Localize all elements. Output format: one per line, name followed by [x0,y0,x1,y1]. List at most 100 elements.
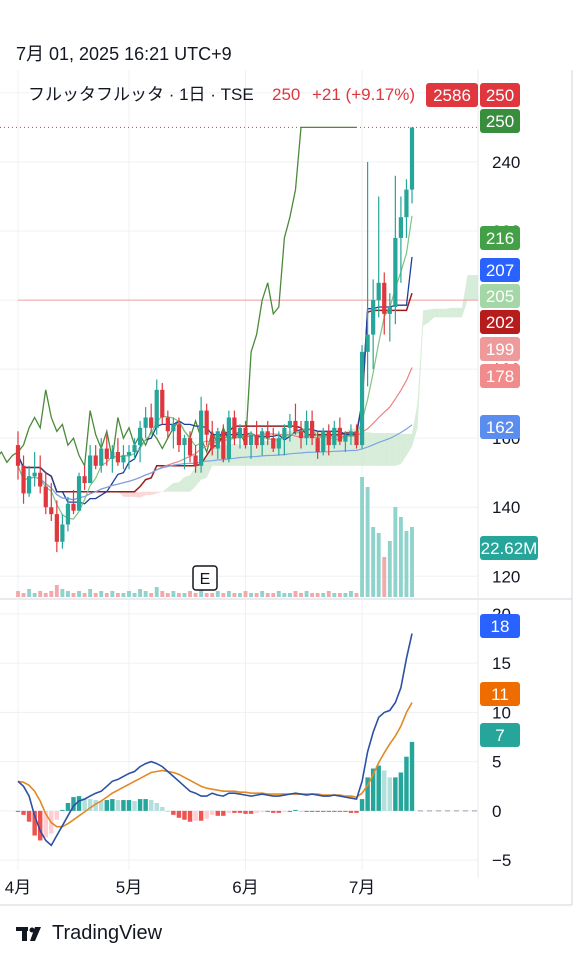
chikou-span-line [0,126,357,468]
macd-histogram-bar [232,810,237,813]
cloud-segment [151,491,157,496]
cloud-segment [117,491,124,497]
candle-body [76,476,82,511]
macd-histogram-bar [137,799,143,811]
macd-histogram-bar [165,810,171,812]
macd-histogram-bar [332,810,337,812]
cloud-segment [123,491,129,497]
candle-body [326,431,331,446]
volume-bar [193,593,198,597]
volume-bar [143,591,148,597]
price-label-box [480,310,520,334]
cloud-segment [73,455,80,468]
macd-label-text: 7 [495,726,504,745]
price-label-text: 202 [486,313,514,332]
x-tick-label: 5月 [116,878,142,897]
macd-histogram-bar [126,800,132,811]
macd-label-box [480,723,520,747]
candle-body [104,448,109,459]
candle-body [404,189,409,218]
macd-histogram-bar [193,810,198,821]
volume-bar [232,593,237,597]
candle-body [248,434,254,446]
candle-body [293,420,298,432]
macd-histogram-bar [382,770,387,811]
cloud-segment [206,445,213,478]
macd-histogram-bar [132,801,137,811]
ichimoku-cloud [18,275,478,498]
cloud-segment [140,491,146,498]
volume-bar [110,591,115,597]
candle-body [110,451,115,459]
tradingview-logo-icon [16,926,41,941]
volume-bar [165,593,170,597]
macd-tick-label: 0 [492,802,501,821]
candle-body [371,300,376,335]
macd-tick-label: 5 [492,753,501,772]
cloud-segment [467,275,478,301]
volume-bar [199,589,204,597]
macd-histogram-bar [354,810,359,813]
volume-bar [315,593,320,597]
volume-bar [354,593,359,597]
candle-body [88,455,93,484]
volume-bar [304,591,309,597]
cloud-segment [389,432,396,466]
volume-bar [154,587,159,597]
price-label-text: 216 [486,229,514,248]
y-tick-label: 240 [492,153,520,172]
cloud-segment [306,429,313,466]
price-label-0: 250 [480,83,520,107]
signal-line [17,702,413,828]
macd-histogram-bar [26,810,32,822]
macd-histogram-bar [337,810,343,812]
macd-histogram-bar [320,810,326,812]
cloud-segment [128,491,135,497]
volume-bar [382,557,387,597]
cloud-segment [456,307,462,318]
candlestick-series: E [15,127,415,591]
price-label-text: 250 [486,112,514,131]
candle-body [254,434,259,446]
macd-histogram-bar [104,800,110,811]
candle-body [260,431,265,446]
cloud-segment [412,402,418,447]
macd-histogram-bar [254,810,259,813]
volume-bar [71,593,76,597]
cloud-segment [417,310,424,428]
macd-histogram-bar [210,810,215,815]
macd-histogram-bar [154,803,159,811]
volume-bar [215,591,220,597]
cloud-segment [145,491,152,496]
cloud-segment [251,445,257,466]
candle-body [132,445,137,452]
macd-histogram-bar [198,810,204,821]
symbol-badge: 2586 [433,86,471,105]
candle-body [321,431,326,452]
cloud-segment [406,433,412,456]
price-label-box [480,337,520,361]
volume-bar [365,487,370,597]
candle-body [137,427,143,446]
tradingview-brand: TradingView [16,922,162,945]
volume-bar [282,593,287,597]
volume-bar [38,591,43,597]
macd-histogram-bar [271,810,276,813]
macd-histogram-bar [248,810,254,814]
y-tick-label: 140 [492,498,520,517]
volume-bar [49,591,54,597]
grid-lines [0,70,573,906]
cloud-segment [400,433,407,465]
volume-bar [138,589,143,597]
cloud-segment [367,432,374,466]
macd-histogram-bar [187,810,193,822]
volume-bar [32,593,37,597]
macd-histogram-bar [365,777,370,811]
price-label-text: 162 [486,418,514,437]
price-label-text: 199 [486,340,514,359]
candle-body [176,424,182,446]
price-label-box [480,536,538,560]
symbol-title: フルッタフルッタ · 1日 · TSE [28,85,254,104]
price-label-box [480,83,520,107]
